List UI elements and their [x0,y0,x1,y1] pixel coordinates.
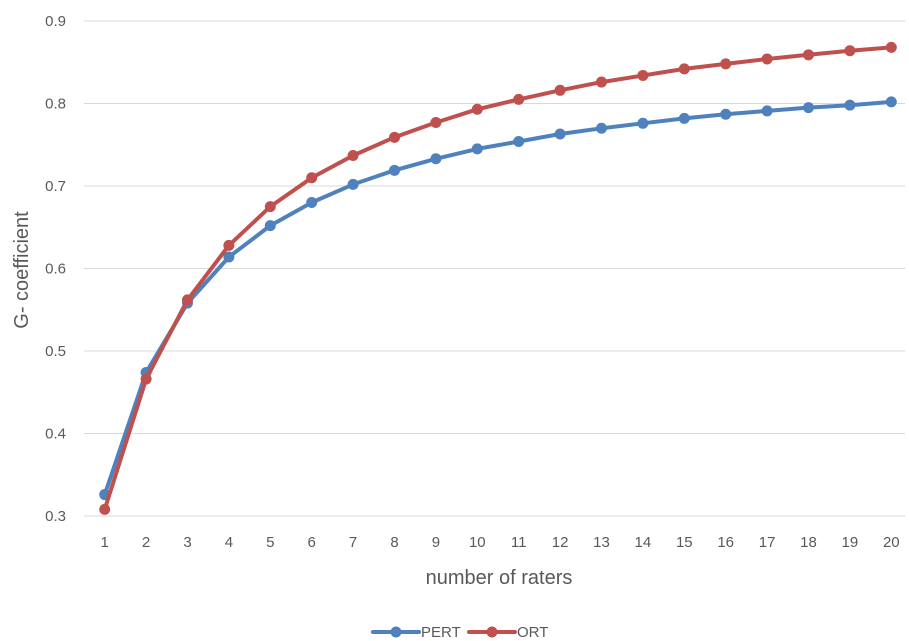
x-tick-label: 17 [759,534,776,551]
series-pert [99,96,897,501]
x-tick-label: 18 [800,534,817,551]
y-tick-label: 0.4 [45,426,66,443]
data-point [720,58,732,70]
data-point [264,220,276,232]
data-point [761,53,773,65]
data-point [223,251,235,263]
data-point [389,131,400,143]
data-point [389,164,400,176]
data-point [513,135,525,147]
y-axis-title: G- coefficient [11,211,33,329]
series-line [102,45,894,512]
x-tick-label: 13 [593,534,610,551]
x-tick-label: 5 [266,534,274,551]
data-point [720,108,732,120]
data-point [347,149,359,161]
x-axis-ticks: 1 2 3 4 5 6 7 8 9 10 11 12 13 14 15 16 17 18 19 20 [101,534,900,551]
data-point [182,294,193,306]
legend-swatch-marker [486,626,498,638]
data-point [347,178,359,190]
data-point [678,112,690,124]
x-tick-label: 9 [432,534,440,551]
data-point [678,63,690,75]
legend-label: ORT [517,624,548,641]
data-point [306,172,318,184]
legend: PERT ORT [371,624,548,641]
data-point [471,143,483,155]
x-tick-label: 3 [183,534,191,551]
series-layer [99,41,897,515]
x-tick-label: 1 [101,534,109,551]
gridlines [84,20,905,434]
y-tick-label: 0.8 [45,96,66,113]
series-line [102,99,894,497]
data-point [554,84,566,96]
data-point [264,201,276,213]
x-tick-label: 4 [225,534,233,551]
data-point [596,122,607,134]
data-point [513,93,525,105]
x-tick-label: 10 [469,534,486,551]
x-tick-label: 19 [842,534,859,551]
data-point [140,373,152,385]
data-point [99,503,111,515]
x-tick-label: 11 [511,534,527,551]
x-axis-title: number of raters [426,567,573,589]
x-tick-label: 6 [308,534,316,551]
legend-item-ort: ORT [467,624,548,641]
x-tick-label: 14 [635,534,652,551]
x-tick-label: 15 [676,534,693,551]
data-point [803,49,814,61]
legend-label: PERT [421,624,461,641]
legend-item-pert: PERT [371,624,461,641]
x-tick-label: 8 [390,534,398,551]
y-tick-label: 0.7 [45,178,66,195]
data-point [554,128,566,140]
y-tick-label: 0.6 [45,261,66,278]
data-point [596,76,607,88]
x-tick-label: 7 [349,534,357,551]
x-tick-label: 2 [142,534,150,551]
data-point [761,105,773,117]
y-tick-label: 0.5 [45,343,66,360]
data-point [430,153,442,165]
legend-swatch-marker [390,626,402,638]
data-point [844,45,856,57]
y-axis-ticks: 0.3 0.4 0.5 0.6 0.7 0.8 0.9 [45,13,66,525]
data-point [803,102,814,114]
y-tick-label: 0.9 [45,13,66,30]
series-ort [99,41,897,515]
data-point [306,197,318,208]
x-tick-label: 16 [717,534,734,551]
data-point [223,239,235,251]
data-point [430,116,442,128]
data-point [885,41,897,53]
data-point [637,117,649,129]
data-point [471,103,483,115]
data-point [885,96,897,108]
x-tick-label: 20 [883,534,900,551]
data-point [844,99,856,111]
data-point [637,69,649,81]
x-tick-label: 12 [552,534,569,551]
y-tick-label: 0.3 [45,508,66,525]
